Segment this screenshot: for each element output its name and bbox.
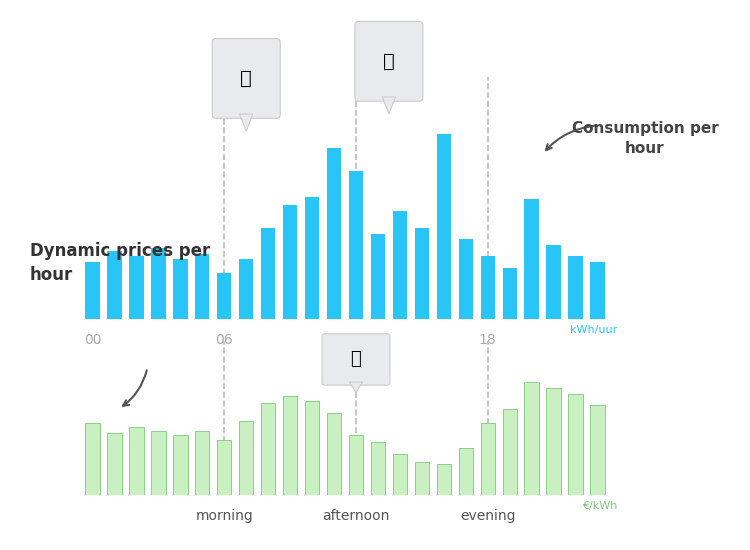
Bar [195, 254, 209, 319]
Bar [152, 431, 166, 495]
Bar [107, 433, 122, 495]
Bar [261, 228, 275, 319]
Bar [305, 400, 320, 495]
Bar [239, 421, 254, 495]
Bar [305, 196, 320, 319]
Bar [436, 134, 451, 319]
Bar [370, 442, 385, 495]
Text: 12: 12 [347, 333, 364, 347]
Bar [327, 148, 341, 319]
Bar [458, 448, 472, 495]
Bar [86, 262, 100, 319]
Bar [217, 273, 232, 319]
Bar [86, 423, 100, 495]
Bar [239, 259, 254, 319]
Bar [590, 405, 604, 495]
Text: 00: 00 [84, 333, 101, 347]
Bar [195, 431, 209, 495]
Text: 🚗: 🚗 [240, 69, 252, 88]
Text: Consumption per
hour: Consumption per hour [572, 121, 718, 156]
Bar [568, 256, 583, 319]
Bar [152, 248, 166, 319]
Bar [436, 464, 451, 495]
Text: afternoon: afternoon [322, 509, 390, 524]
Bar [261, 403, 275, 495]
Bar [107, 251, 122, 319]
Text: Dynamic prices per
hour: Dynamic prices per hour [30, 242, 210, 284]
Bar [415, 228, 429, 319]
Polygon shape [240, 114, 253, 131]
Text: morning: morning [196, 509, 254, 524]
Bar [129, 256, 143, 319]
Bar [173, 436, 188, 495]
Bar [481, 423, 495, 495]
Bar [393, 454, 407, 495]
Bar [547, 388, 561, 495]
Bar [349, 171, 363, 319]
Bar [283, 205, 297, 319]
Bar [173, 259, 188, 319]
Text: evening: evening [460, 509, 515, 524]
Polygon shape [350, 382, 362, 392]
FancyBboxPatch shape [322, 334, 390, 385]
Bar [568, 394, 583, 495]
Bar [524, 200, 538, 319]
Bar [503, 409, 517, 495]
Bar [217, 439, 232, 495]
Text: €/kWh: €/kWh [582, 501, 617, 511]
Text: 18: 18 [478, 333, 496, 347]
Bar [349, 436, 363, 495]
Bar [393, 211, 407, 319]
Bar [370, 234, 385, 319]
Polygon shape [382, 97, 395, 114]
Bar [327, 413, 341, 495]
Bar [547, 245, 561, 319]
Bar [283, 397, 297, 495]
Text: 🧺: 🧺 [383, 52, 394, 71]
Bar [524, 382, 538, 495]
Bar [458, 239, 472, 319]
Text: 🐷: 🐷 [350, 350, 361, 369]
Bar [503, 268, 517, 319]
Bar [481, 256, 495, 319]
FancyBboxPatch shape [355, 21, 423, 101]
Bar [590, 262, 604, 319]
Text: 06: 06 [215, 333, 233, 347]
Bar [415, 462, 429, 495]
FancyBboxPatch shape [212, 39, 280, 118]
Bar [129, 427, 143, 495]
Text: kWh/uur: kWh/uur [570, 324, 617, 335]
